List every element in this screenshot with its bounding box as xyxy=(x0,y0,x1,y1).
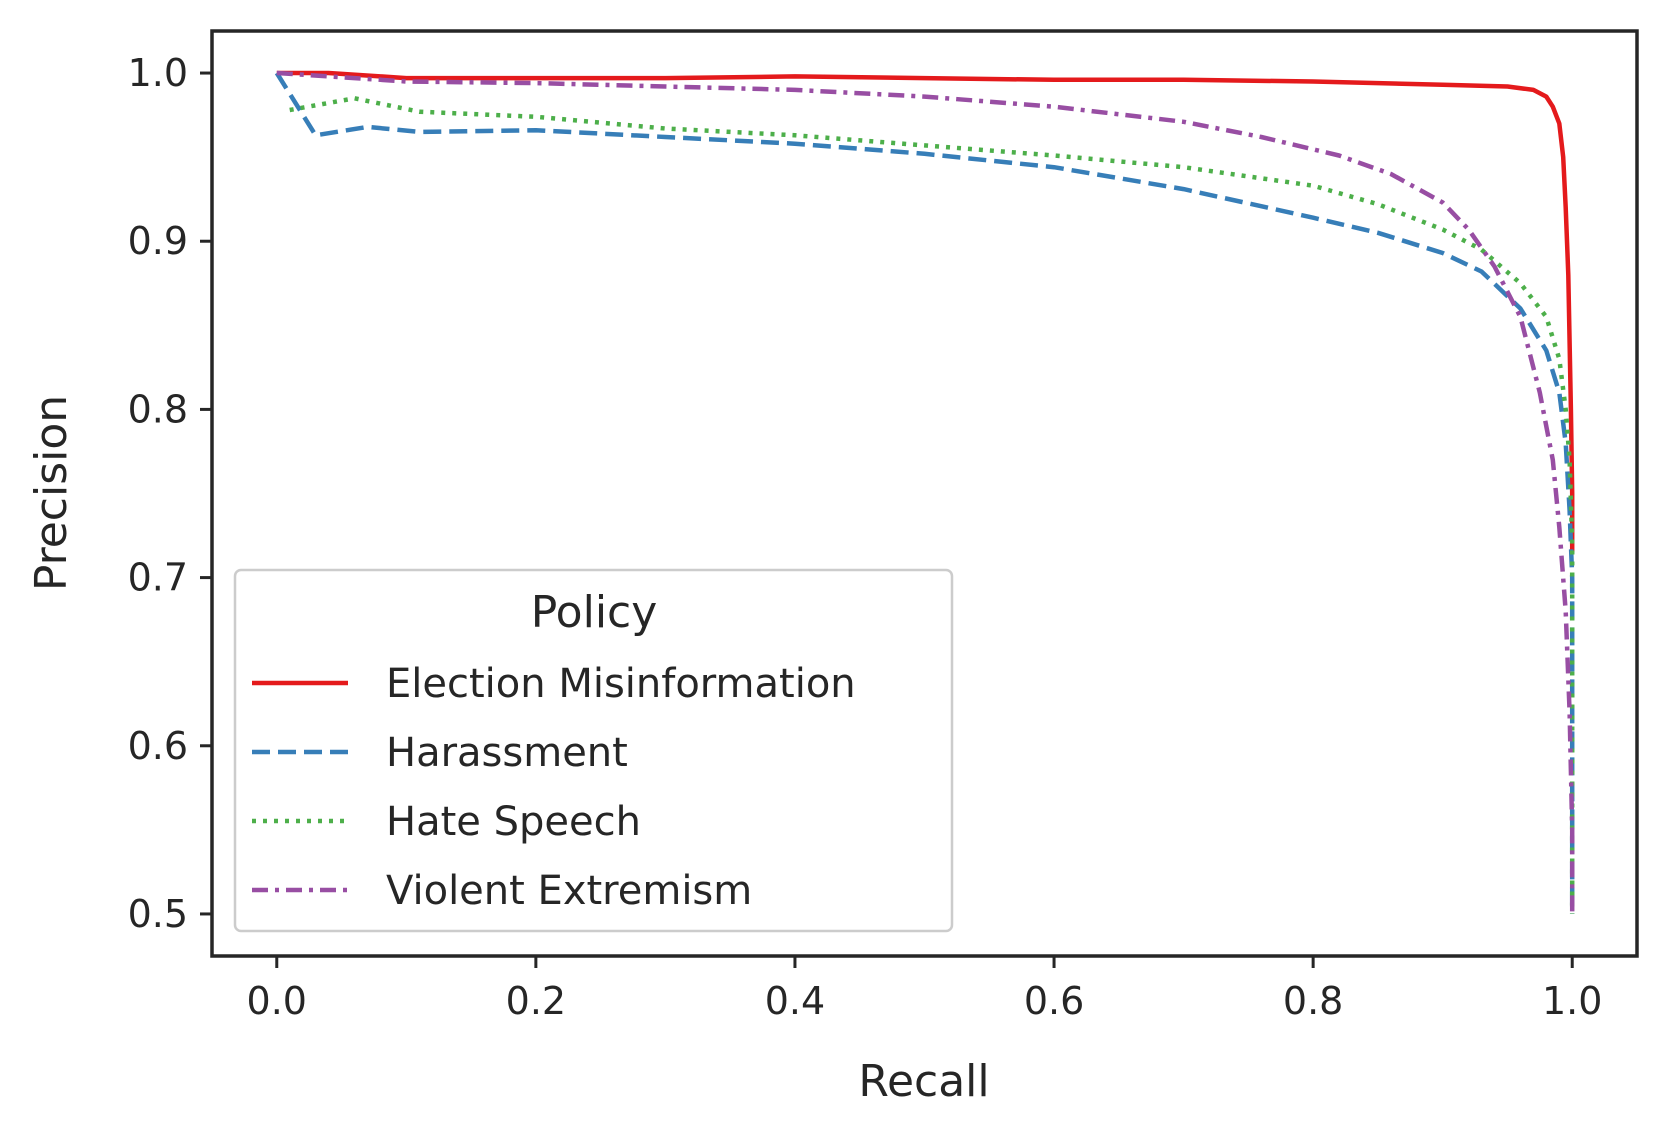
x-tick-label: 1.0 xyxy=(1542,979,1602,1023)
legend-label: Election Misinformation xyxy=(386,661,856,707)
x-tick-label: 0.2 xyxy=(506,979,566,1023)
y-tick-label: 0.9 xyxy=(128,219,188,263)
x-tick-label: 0.6 xyxy=(1024,979,1084,1023)
y-axis-ticks: 0.5 0.6 0.7 0.8 0.9 1.0 xyxy=(128,51,212,936)
series-line-0 xyxy=(276,70,1575,553)
legend-label: Harassment xyxy=(386,730,628,776)
y-axis-title: Precision xyxy=(26,395,77,591)
x-tick-label: 0.0 xyxy=(247,979,307,1023)
x-axis-title: Recall xyxy=(858,1056,989,1107)
legend-box xyxy=(233,568,954,933)
y-tick-label: 0.7 xyxy=(128,556,188,600)
legend: Policy Election Misinformation Harassment… xyxy=(233,568,954,933)
plot-frame xyxy=(210,29,1639,958)
y-tick-label: 0.8 xyxy=(128,387,188,431)
y-tick-label: 0.5 xyxy=(128,892,188,936)
y-tick-label: 1.0 xyxy=(128,51,188,95)
series-line-1 xyxy=(274,71,1575,914)
series-line-2 xyxy=(289,96,1575,914)
plot-lines xyxy=(274,70,1575,914)
legend-title: Policy xyxy=(531,587,658,638)
y-tick-label: 0.6 xyxy=(128,724,188,768)
legend-label: Violent Extremism xyxy=(386,868,752,914)
legend-label: Hate Speech xyxy=(386,799,641,845)
x-tick-label: 0.8 xyxy=(1283,979,1343,1023)
x-axis-ticks: 0.0 0.2 0.4 0.6 0.8 1.0 xyxy=(247,956,1602,1023)
legend-items: Election Misinformation Harassment Hate Sp… xyxy=(252,661,856,914)
series-line-3 xyxy=(276,70,1575,914)
x-tick-label: 0.4 xyxy=(765,979,825,1023)
